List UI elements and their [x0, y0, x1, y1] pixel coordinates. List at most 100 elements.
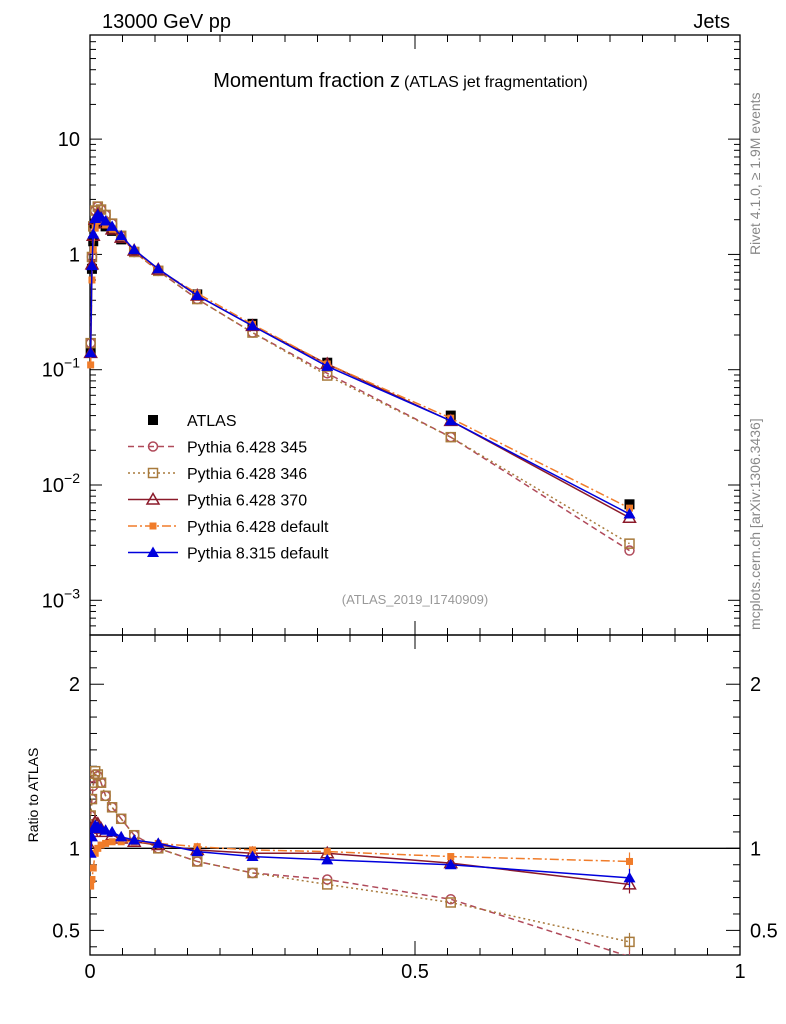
legend-label: Pythia 6.428 370 — [187, 493, 307, 510]
rivet-version-label: Rivet 4.1.0, ≥ 1.9M events — [747, 92, 763, 255]
data-point — [624, 538, 635, 549]
legend-label: Pythia 6.428 345 — [187, 440, 307, 457]
data-point — [87, 361, 95, 369]
data-point — [624, 499, 635, 510]
legend: ATLAS Pythia 6.428 345 Pythia 6.428 346 Pyt… — [128, 413, 329, 563]
legend-marker — [149, 522, 157, 530]
ratio-point — [322, 879, 333, 890]
ratio-point — [92, 769, 104, 780]
ratio-point — [90, 765, 101, 777]
ratio-point — [115, 830, 128, 842]
ratio-point — [90, 876, 96, 884]
ratio-series-pythia-6-428-370 — [90, 814, 637, 894]
data-point — [152, 262, 165, 274]
data-point — [444, 414, 457, 426]
series-pythia-8-315-default — [84, 208, 636, 519]
data-point — [191, 289, 204, 301]
ratio-panel: 0.5 0.51 12 2 0 0.5 1 Ratio to ATLAS — [25, 634, 778, 983]
data-point — [624, 545, 635, 556]
main-y-tick-labels: 1 10 10−1 10−2 10−3 — [42, 129, 80, 612]
data-point — [84, 346, 97, 358]
ratio-point — [90, 882, 95, 890]
ratio-point — [246, 850, 259, 862]
ratio-point — [249, 846, 256, 854]
legend-marker — [145, 491, 161, 505]
ratio-point — [447, 853, 455, 861]
ratio-series-group — [90, 765, 637, 955]
ratio-y-tick-label-left: 0.5 — [52, 920, 80, 942]
x-tick-labels: 0 0.5 1 — [84, 961, 745, 983]
ratio-point — [106, 802, 118, 813]
x-tick-label: 0.5 — [401, 961, 429, 983]
main-y-tick-label: 10−1 — [42, 355, 80, 382]
ratio-line — [90, 824, 630, 879]
legend-label: ATLAS — [187, 413, 237, 430]
chart-title-suffix: (ATLAS jet fragmentation) — [404, 74, 588, 91]
ratio-point — [445, 897, 456, 908]
chart-title: Momentum fraction z — [213, 70, 400, 92]
legend-marker — [147, 546, 159, 557]
legend-marker — [148, 415, 158, 425]
analysis-tag: (ATLAS_2019_I1740909) — [342, 592, 488, 607]
data-point — [85, 259, 98, 271]
ratio-point — [100, 790, 111, 802]
ratio-y-tick-label-right: 1 — [750, 838, 761, 860]
data-point — [106, 220, 119, 231]
ratio-point — [115, 813, 127, 825]
series-pythia-6-428-370 — [83, 207, 637, 523]
ratio-point — [128, 834, 141, 845]
main-y-tick-label: 10 — [58, 129, 80, 151]
header-category-label: Jets — [693, 11, 730, 33]
data-point — [91, 224, 99, 232]
legend-label: Pythia 6.428 default — [187, 519, 329, 536]
series-atlas — [85, 214, 635, 510]
main-y-tick-label: 1 — [69, 244, 80, 266]
ratio-series-pythia-6-428-345 — [90, 769, 631, 955]
ratio-axis-ticks — [89, 634, 741, 955]
ratio-point — [91, 849, 99, 857]
series-line — [89, 220, 630, 509]
ratio-frame — [89, 634, 741, 956]
legend-entry: Pythia 8.315 default — [128, 546, 329, 563]
ratio-point — [192, 856, 203, 867]
data-point — [246, 319, 259, 331]
ratio-point — [117, 838, 125, 846]
ratio-point — [247, 867, 258, 879]
ratio-point — [323, 848, 331, 856]
header-energy-label: 13000 GeV pp — [102, 11, 231, 33]
ratio-point — [106, 825, 119, 837]
legend-entry: Pythia 6.428 default — [128, 519, 329, 536]
data-point — [623, 508, 636, 519]
ratio-point — [191, 845, 204, 857]
ratio-point — [102, 839, 110, 847]
legend-marker — [147, 467, 159, 479]
ratio-point — [321, 853, 334, 865]
main-y-tick-label: 10−2 — [42, 470, 80, 497]
ratio-y-tick-label-left: 2 — [69, 674, 80, 696]
main-series-group — [83, 201, 637, 556]
legend-entry: Pythia 6.428 345 — [128, 440, 307, 457]
ratio-point — [97, 841, 105, 849]
legend-label: Pythia 6.428 346 — [187, 466, 307, 483]
ratio-line — [90, 773, 627, 955]
ratio-point — [444, 858, 457, 870]
x-tick-label: 1 — [734, 961, 745, 983]
ratio-point — [108, 838, 116, 846]
legend-entry: Pythia 6.428 346 — [128, 466, 307, 483]
ratio-point — [90, 830, 98, 842]
data-point — [115, 229, 128, 241]
legend-entry: ATLAS — [148, 413, 237, 430]
main-panel: 1 10 10−1 10−2 10−3 Momentum fraction z (ATL… — [42, 34, 741, 636]
data-point — [445, 431, 456, 443]
main-axis-ticks — [89, 34, 741, 636]
ratio-y-tick-labels: 0.5 0.5 1 1 2 2 — [52, 674, 778, 942]
ratio-y-axis-label: Ratio to ATLAS — [25, 748, 41, 843]
legend-label: Pythia 8.315 default — [187, 546, 329, 563]
data-point — [99, 214, 112, 226]
series-pythia-6-428-default — [87, 217, 633, 512]
data-point — [322, 370, 333, 381]
legend-entry: Pythia 6.428 370 — [128, 491, 307, 510]
main-y-tick-label: 10−3 — [42, 585, 80, 612]
series-pythia-6-428-346 — [85, 201, 635, 549]
